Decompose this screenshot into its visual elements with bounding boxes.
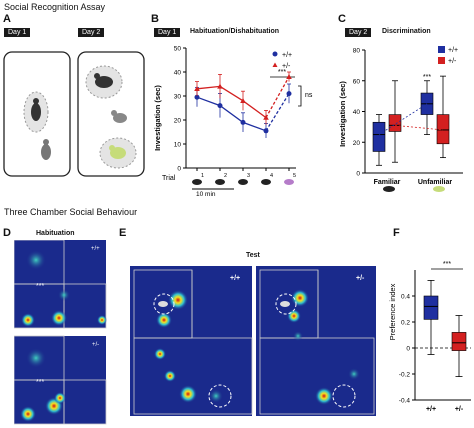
panel-f-ylabel: Preference index <box>388 283 397 340</box>
panel-b-sig: *** <box>278 69 286 76</box>
panel-c-sig: *** <box>423 74 431 81</box>
panel-b-chart: Investigation (sec) Trial 10 min *** ns … <box>153 46 313 199</box>
panel-b-dash-wt <box>265 93 290 132</box>
panel-d-sig2: *** <box>36 379 44 386</box>
panel-b-legend: +/+ +/- <box>272 51 292 70</box>
panel-c-connector-wt <box>378 103 428 135</box>
panel-c-legend: +/+ +/- <box>438 46 458 65</box>
panel-e-heatmaps: +/+ +/- <box>130 266 376 416</box>
panel-f-ytick-label: 0.4 <box>401 294 410 301</box>
panel-e-title: Test <box>246 252 260 259</box>
panel-b-point-wt <box>194 94 200 100</box>
panel-c-box <box>388 114 402 132</box>
panel-d-wt-label: +/+ <box>91 246 100 252</box>
panel-c-chart: Investigation (sec) *** +/+ +/- 0 20 40 60 8… <box>338 46 463 192</box>
panel-b-point-wt <box>263 128 269 134</box>
panel-e-letter: E <box>119 227 127 239</box>
panel-d-het-label: +/- <box>92 342 99 348</box>
panel-b-ns-bracket <box>298 85 302 107</box>
panel-b-ytick-label: 40 <box>174 70 182 77</box>
panel-b-day-tag: Day 1 <box>154 28 181 37</box>
panel-b-title: Habituation/Dishabituation <box>190 28 280 35</box>
panel-f-ytick-label: -0.4 <box>399 398 411 405</box>
panel-c-ytick-label: 60 <box>353 78 361 85</box>
panel-c-ylabel: Investigation (sec) <box>338 81 347 147</box>
panel-b-ytick-label: 10 <box>174 142 182 149</box>
panel-b-line-wt <box>196 96 267 132</box>
panel-d-letter: D <box>3 227 11 239</box>
panel-b-dash-het <box>265 76 290 118</box>
panel-c-ytick-label: 40 <box>353 109 361 116</box>
panel-f-ytick-label: 0.2 <box>401 320 410 327</box>
panel-f-sig: *** <box>443 261 451 268</box>
panel-c-category-label: Familiar <box>374 179 401 186</box>
panel-b-point-wt <box>286 91 292 97</box>
panel-b-point-wt <box>240 119 246 125</box>
panel-b-ylabel: Investigation (sec) <box>153 85 162 151</box>
panel-f-chart: Preference index *** -0.4 -0.2 0 0.2 0.4 +/+ +… <box>388 261 471 413</box>
panel-c-ytick-label: 0 <box>356 171 360 178</box>
heatmap-e-wt: +/+ <box>130 266 253 416</box>
panel-d-title: Habituation <box>36 230 75 237</box>
panel-c-connector-het <box>394 124 444 131</box>
panel-d-sig1: *** <box>36 283 44 290</box>
panel-b-trial-mice <box>192 179 294 185</box>
panel-b-xtick-label: 1 <box>201 173 204 179</box>
panel-c-box <box>436 114 450 145</box>
panel-a-day1-tag: Day 1 <box>4 28 31 37</box>
panel-d-heatmaps: +/+ *** +/- *** <box>14 240 107 425</box>
panel-c-title: Discrimination <box>382 28 431 35</box>
panel-b-ytick-label: 30 <box>174 94 182 101</box>
panel-b-legend-wt: +/+ <box>282 52 292 59</box>
panel-f-ytick-label: -0.2 <box>399 372 411 379</box>
panel-f-category-label: +/+ <box>426 406 436 413</box>
panel-b-ytick-label: 20 <box>174 118 182 125</box>
panel-b-xtick-label: 5 <box>293 173 296 179</box>
panel-b-legend-het: +/- <box>282 63 291 70</box>
panel-a-letter: A <box>3 13 11 25</box>
section-title-top: Social Recognition Assay <box>4 2 106 12</box>
panel-c-box <box>372 121 386 152</box>
panel-c-legend-het: +/- <box>448 58 457 65</box>
panel-b-point-het <box>217 83 223 89</box>
panel-b-xlabel: Trial <box>162 175 176 182</box>
panel-c-ytick-label: 20 <box>353 140 361 147</box>
panel-c-legend-wt: +/+ <box>448 47 458 54</box>
panel-b-ns: ns <box>305 92 313 99</box>
heatmap-d-het: +/- *** <box>14 335 107 425</box>
panel-c-day-tag: Day 2 <box>345 28 372 37</box>
panel-b-line-het <box>196 85 267 119</box>
panel-b-point-het <box>263 114 269 120</box>
section-title-bottom: Three Chamber Social Behaviour <box>4 207 138 217</box>
panel-e-wt-label: +/+ <box>230 275 240 282</box>
cage-day2 <box>77 51 145 177</box>
cage-day1 <box>3 51 71 177</box>
panel-c-ytick-label: 80 <box>353 48 361 55</box>
panel-f-category-label: +/- <box>455 406 464 413</box>
panel-b-ytick-label: 50 <box>174 46 182 53</box>
panel-f-ytick-label: 0 <box>406 346 410 353</box>
heatmap-e-het: +/- <box>256 266 376 416</box>
panel-b-point-het <box>286 74 292 79</box>
panel-c-letter: C <box>338 13 346 25</box>
panel-f-letter: F <box>393 227 400 239</box>
panel-b-point-het <box>194 86 200 91</box>
panel-a-cages <box>3 51 145 177</box>
panel-f-box <box>451 332 467 351</box>
panel-c-mice <box>383 186 445 192</box>
panel-b-xtick-label: 4 <box>270 173 273 179</box>
panel-b-xtick-label: 3 <box>247 173 250 179</box>
panel-b-time-label: 10 min <box>196 191 216 198</box>
panel-f-box <box>423 295 439 320</box>
panel-b-point-het <box>240 98 246 103</box>
panel-b-point-wt <box>217 103 223 109</box>
panel-b-xtick-label: 2 <box>224 173 227 179</box>
heatmap-d-wt: +/+ *** <box>14 240 107 329</box>
panel-e-het-label: +/- <box>356 275 365 282</box>
panel-b-ytick-label: 0 <box>177 166 181 173</box>
panel-a-day2-tag: Day 2 <box>78 28 105 37</box>
panel-b-letter: B <box>151 13 159 25</box>
panel-c-category-label: Unfamiliar <box>418 179 453 186</box>
